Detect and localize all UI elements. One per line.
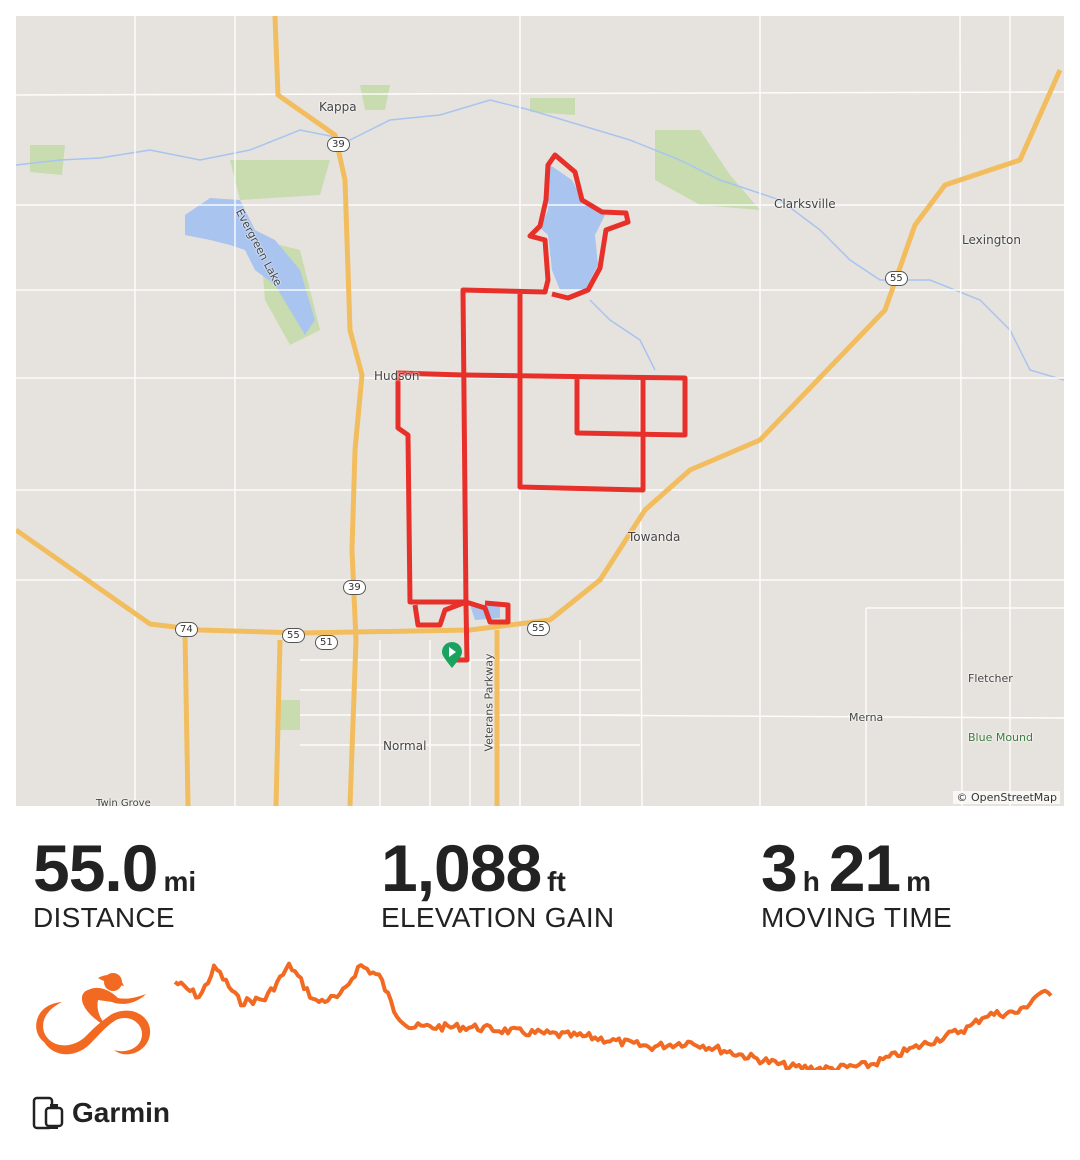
- phone-watch-icon: [32, 1096, 64, 1130]
- device-name: Garmin: [72, 1097, 171, 1128]
- map-label-hudson: Hudson: [374, 369, 420, 383]
- stat-elevation-gain: 1,088 ft ELEVATION GAIN: [381, 830, 614, 934]
- minor-roads: [16, 16, 1064, 806]
- start-marker[interactable]: [442, 642, 462, 668]
- map-label-fletcher: Fletcher: [968, 672, 1013, 685]
- distance-label: DISTANCE: [33, 902, 175, 933]
- activity-route: [395, 152, 688, 663]
- map-canvas: [16, 16, 1064, 806]
- distance-value: 55.0: [33, 831, 158, 905]
- time-label: MOVING TIME: [761, 902, 953, 933]
- cycling-icon: [36, 973, 151, 1055]
- map-label-veterans-parkway: Veterans Parkway: [482, 653, 496, 752]
- map-attribution[interactable]: © OpenStreetMap: [953, 791, 1060, 804]
- elevation-label: ELEVATION GAIN: [381, 902, 615, 933]
- time-minutes: 21: [828, 831, 901, 905]
- map-label-towanda: Towanda: [628, 530, 681, 544]
- elevation-unit: ft: [547, 866, 566, 897]
- route-map[interactable]: Kappa Evergreen Lake Clarksville Lexingt…: [16, 16, 1064, 806]
- time-minutes-unit: m: [906, 866, 932, 897]
- elevation-profile-line: [173, 961, 1053, 1070]
- elevation-profile: [173, 961, 1053, 1070]
- map-label-kappa: Kappa: [319, 100, 357, 114]
- highway-shield-39: 39: [343, 580, 366, 595]
- elevation-value: 1,088: [381, 831, 542, 905]
- highways: [16, 16, 1063, 806]
- map-label-normal: Normal: [383, 739, 427, 753]
- time-hours-unit: h: [802, 866, 820, 897]
- device-info: Garmin: [32, 1096, 170, 1130]
- map-label-clarksville: Clarksville: [774, 197, 836, 211]
- map-label-twin-grove: Twin Grove: [96, 798, 151, 806]
- highway-shield-74: 74: [175, 622, 198, 637]
- map-label-merna: Merna: [849, 711, 884, 724]
- highway-shield-55: 55: [527, 621, 550, 636]
- map-label-lexington: Lexington: [962, 233, 1021, 247]
- highway-shield-51: 51: [315, 635, 338, 650]
- stat-distance: 55.0 mi DISTANCE: [33, 830, 196, 934]
- rivers: [16, 99, 1064, 381]
- map-label-blue-mound: Blue Mound: [968, 731, 1033, 744]
- highway-shield-55: 55: [885, 271, 908, 286]
- highway-shield-39: 39: [327, 137, 350, 152]
- highway-shield-55: 55: [282, 628, 305, 643]
- time-hours: 3: [761, 831, 798, 905]
- distance-unit: mi: [163, 866, 197, 897]
